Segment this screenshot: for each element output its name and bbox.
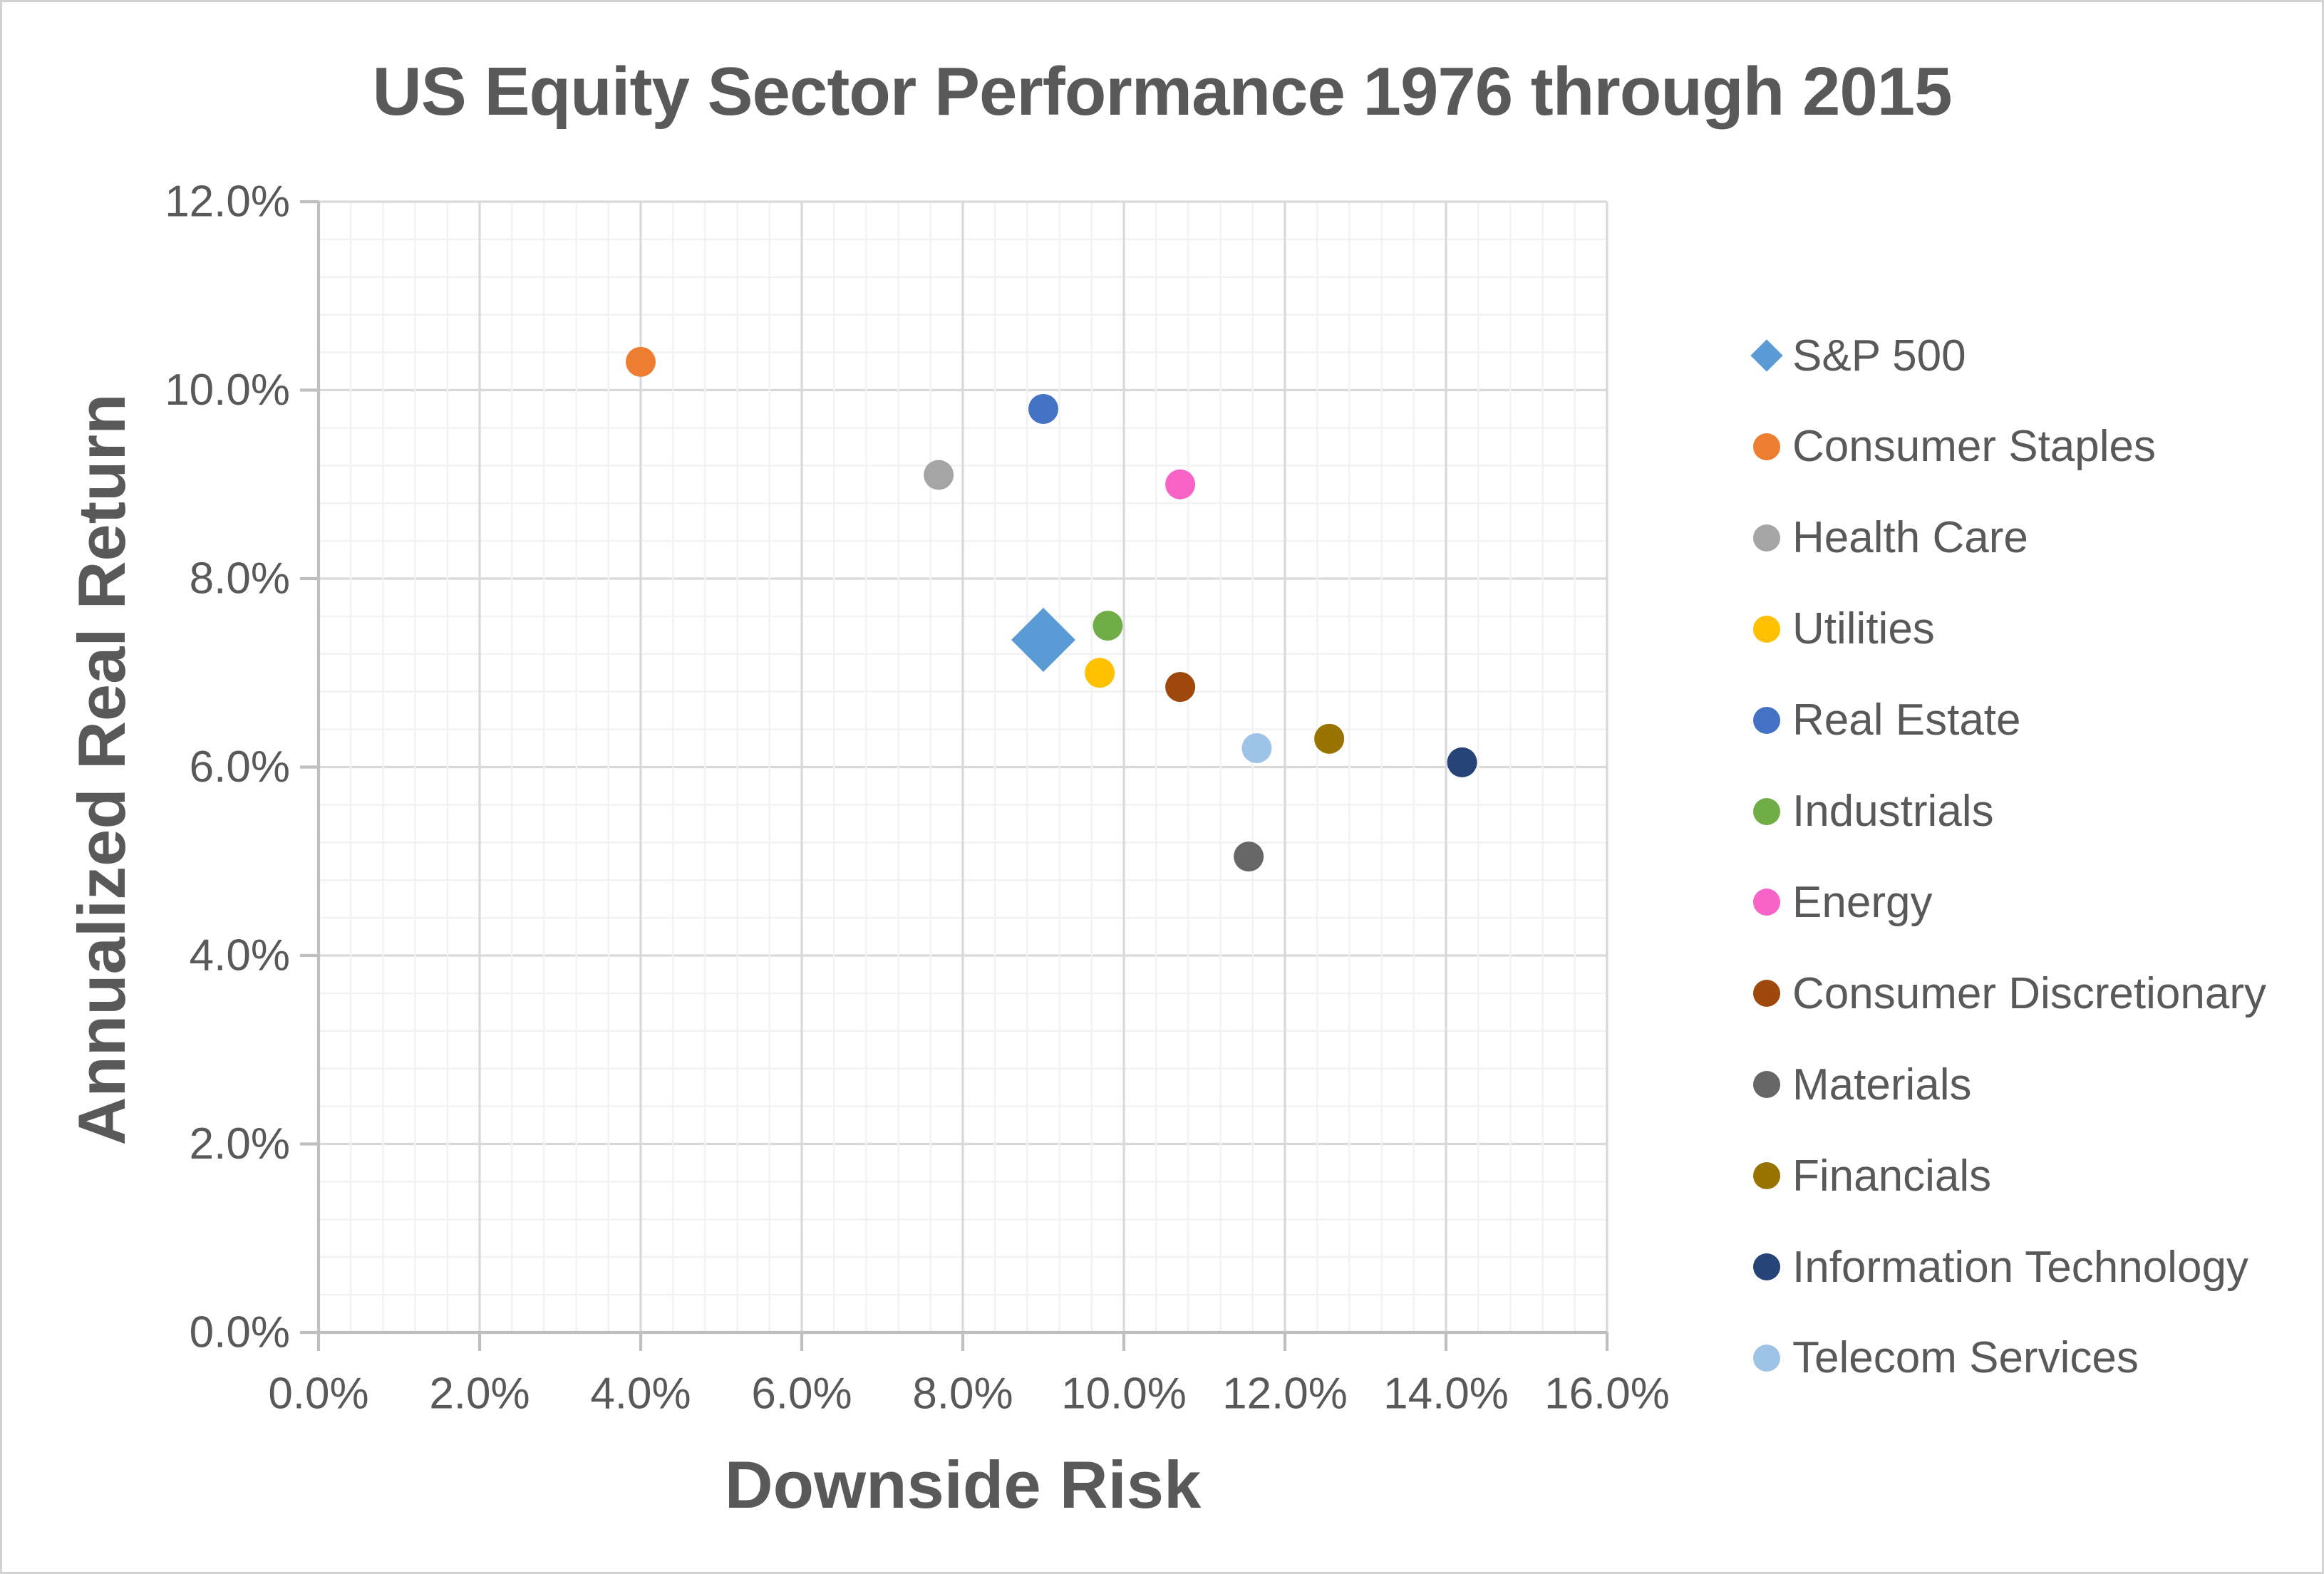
legend-item-consumer-discretionary[interactable]: Consumer Discretionary [1751, 958, 2266, 1029]
y-tick-label: 10.0% [165, 366, 290, 415]
chart-title: US Equity Sector Performance 1976 throug… [372, 53, 1952, 130]
legend-label: Industrials [1792, 787, 1994, 836]
data-point-energy[interactable] [1165, 469, 1196, 499]
legend-label: Health Care [1792, 513, 2028, 563]
x-tick-label: 4.0% [590, 1370, 691, 1419]
y-tick-label: 12.0% [165, 177, 290, 227]
x-tick-label: 8.0% [912, 1370, 1013, 1419]
legend-item-financials[interactable]: Financials [1751, 1140, 1991, 1211]
legend-circle-marker-icon [1751, 978, 1782, 1009]
legend-label: S&P 500 [1792, 331, 1966, 380]
legend-circle-marker-icon [1751, 1160, 1782, 1191]
data-point-telecom-services[interactable] [1241, 733, 1272, 764]
legend-item-utilities[interactable]: Utilities [1751, 594, 1935, 665]
legend-label: Consumer Discretionary [1792, 968, 2266, 1018]
legend-label: Utilities [1792, 604, 1935, 654]
legend-item-information-technology[interactable]: Information Technology [1751, 1231, 2248, 1303]
legend-item-health-care[interactable]: Health Care [1751, 502, 2028, 574]
data-point-financials[interactable] [1314, 723, 1345, 754]
data-point-consumer-staples[interactable] [626, 346, 656, 377]
tick-marks [300, 200, 1609, 1351]
legend-circle-marker-icon [1751, 1069, 1782, 1100]
legend-item-real-estate[interactable]: Real Estate [1751, 685, 2021, 756]
legend-label: Energy [1792, 877, 1933, 927]
legend-circle-marker-icon [1751, 1342, 1782, 1374]
legend-item-telecom-services[interactable]: Telecom Services [1751, 1322, 2139, 1394]
data-points [626, 346, 1477, 872]
legend-diamond-marker-icon [1750, 339, 1783, 372]
data-point-health-care[interactable] [924, 460, 954, 490]
data-point-real-estate[interactable] [1028, 393, 1058, 424]
data-point-materials[interactable] [1234, 842, 1264, 872]
y-tick-label: 6.0% [190, 742, 290, 792]
x-axis-title: Downside Risk [724, 1447, 1202, 1522]
data-point-utilities[interactable] [1085, 658, 1115, 688]
x-tick-label: 6.0% [751, 1370, 852, 1419]
legend-circle-marker-icon [1751, 613, 1782, 645]
legend-circle-marker-icon [1751, 886, 1782, 918]
data-point-consumer-discretionary[interactable] [1165, 672, 1196, 703]
y-tick-label: 4.0% [190, 931, 290, 980]
legend-label: Real Estate [1792, 695, 2021, 745]
x-tick-label: 16.0% [1544, 1370, 1670, 1419]
data-point-sp-500[interactable] [1011, 607, 1075, 672]
tick-labels: 0.0% 2.0% 4.0% 6.0% 8.0% 10.0% 12.0% 14.0% 16.0%… [165, 177, 1670, 1419]
legend-label: Consumer Staples [1792, 422, 2157, 472]
legend-item-industrials[interactable]: Industrials [1751, 776, 1994, 847]
y-tick-label: 8.0% [190, 554, 290, 604]
legend-item-energy[interactable]: Energy [1751, 866, 1932, 938]
legend-item-consumer-staples[interactable]: Consumer Staples [1751, 411, 2156, 482]
legend-label: Telecom Services [1792, 1333, 2139, 1383]
data-point-industrials[interactable] [1093, 611, 1123, 641]
legend-label: Financials [1792, 1151, 1992, 1201]
x-tick-label: 0.0% [268, 1370, 368, 1419]
y-tick-label: 0.0% [190, 1308, 290, 1357]
x-tick-label: 10.0% [1061, 1370, 1187, 1419]
legend-circle-marker-icon [1751, 522, 1782, 554]
vertical-major-gridlines [478, 202, 1608, 1332]
y-axis-title: Annualized Real Return [64, 393, 139, 1146]
legend-label: Materials [1792, 1060, 1972, 1109]
x-tick-label: 12.0% [1222, 1370, 1348, 1419]
legend-circle-marker-icon [1751, 1251, 1782, 1283]
x-tick-label: 14.0% [1383, 1370, 1509, 1419]
data-point-information-technology[interactable] [1447, 747, 1477, 777]
y-tick-label: 2.0% [190, 1119, 290, 1169]
legend-item-materials[interactable]: Materials [1751, 1049, 1972, 1120]
legend-item-sp-500[interactable]: S&P 500 [1750, 320, 1966, 391]
legend-circle-marker-icon [1751, 705, 1782, 736]
x-tick-label: 2.0% [429, 1370, 530, 1419]
legend-label: Information Technology [1792, 1242, 2248, 1292]
legend-circle-marker-icon [1751, 796, 1782, 827]
legend-circle-marker-icon [1751, 431, 1782, 462]
